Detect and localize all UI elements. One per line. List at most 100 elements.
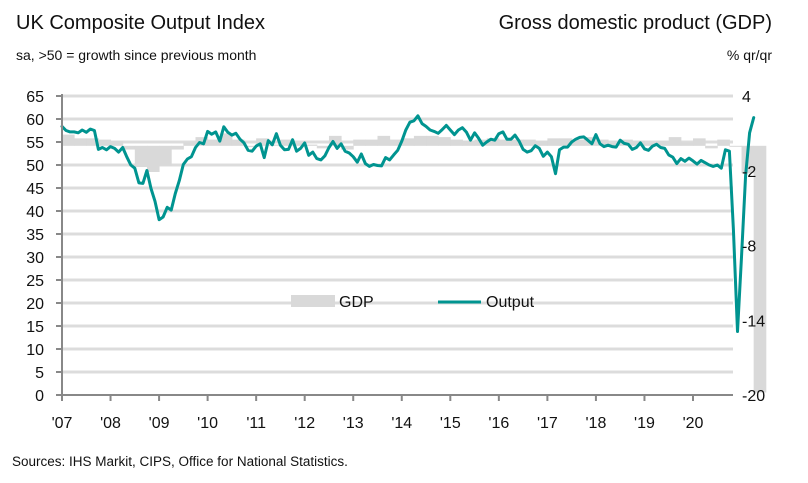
gdp-bar xyxy=(341,145,354,150)
left-tick-label: 15 xyxy=(26,319,44,336)
left-tick-label: 60 xyxy=(26,112,44,129)
gdp-bar xyxy=(365,139,378,146)
gdp-bar xyxy=(98,139,112,146)
x-tick-label: '11 xyxy=(246,415,266,432)
right-axis-title: Gross domestic product (GDP) xyxy=(498,12,772,34)
gdp-bar xyxy=(231,139,245,146)
right-tick-label: 4 xyxy=(742,89,751,106)
x-tick-label: '09 xyxy=(149,415,170,432)
right-tick-label: -8 xyxy=(742,239,756,256)
gdp-bar xyxy=(717,139,730,146)
gdp-bar xyxy=(377,135,391,146)
gdp-bar xyxy=(438,137,451,146)
gdp-bar xyxy=(146,145,160,172)
right-axis-subtitle: % qr/qr xyxy=(726,47,772,63)
left-tick-label: 45 xyxy=(26,181,44,198)
x-tick-label: '15 xyxy=(440,415,461,432)
gdp-bar xyxy=(668,137,682,146)
legend: GDP Output xyxy=(291,294,535,311)
chart-subtitle: sa, >50 = growth since previous month xyxy=(16,47,257,63)
left-tick-label: 65 xyxy=(26,89,44,106)
right-tick-label: -20 xyxy=(742,388,765,405)
gdp-bar xyxy=(510,139,524,146)
gdp-bar xyxy=(110,140,124,146)
gdp-bar xyxy=(571,139,585,146)
gdp-bar xyxy=(280,139,294,146)
gdp-bar xyxy=(389,139,403,146)
gdp-bar xyxy=(656,140,670,146)
gdp-bar xyxy=(486,138,500,146)
output-line-group xyxy=(60,114,756,333)
x-tick-label: '19 xyxy=(634,415,655,432)
gdp-bar xyxy=(559,138,573,146)
gdp-bar xyxy=(705,145,718,149)
gdp-bar xyxy=(729,145,743,147)
gdp-bar xyxy=(304,144,318,146)
gdp-bar xyxy=(122,145,136,150)
gdp-bar xyxy=(595,139,609,146)
left-tick-label: 30 xyxy=(26,250,44,267)
left-tick-label: 50 xyxy=(26,158,44,175)
gdp-bar xyxy=(244,145,257,148)
gdp-bar xyxy=(753,145,767,393)
left-tick-label: 10 xyxy=(26,342,44,359)
gdp-bar xyxy=(693,138,706,146)
x-tick-label: '13 xyxy=(343,415,364,432)
gridlines xyxy=(62,94,733,374)
x-tick-label: '07 xyxy=(52,415,73,432)
gdp-bar xyxy=(644,143,658,146)
gdp-bar xyxy=(608,143,621,146)
left-tick-label: 35 xyxy=(26,227,44,244)
gdp-bar xyxy=(171,145,184,150)
right-tick-label: -2 xyxy=(742,164,756,181)
gdp-bar xyxy=(328,135,342,146)
source-note: Sources: IHS Markit, CIPS, Office for Na… xyxy=(12,454,348,469)
axes: 0 5 10 15 20 25 30 35 40 45 50 55 60 65 -20 -14 -8 -2 4 '07… xyxy=(26,89,765,432)
gdp-bar xyxy=(413,135,427,146)
x-tick-label: '12 xyxy=(294,415,315,432)
left-tick-label: 20 xyxy=(26,296,44,313)
gdp-bar xyxy=(207,139,221,146)
x-tick-label: '18 xyxy=(585,415,606,432)
gdp-bar xyxy=(450,139,463,146)
gdp-bar xyxy=(680,142,694,146)
gdp-bar xyxy=(219,133,233,146)
gdp-bar xyxy=(256,138,269,146)
gdp-bar xyxy=(74,138,87,146)
x-tick-label: '08 xyxy=(100,415,121,432)
gdp-bar xyxy=(134,145,148,168)
gdp-bars xyxy=(62,133,767,393)
x-tick-label: '16 xyxy=(488,415,509,432)
gdp-bar xyxy=(535,140,548,146)
x-tick-label: '14 xyxy=(391,415,412,432)
gdp-bar xyxy=(426,135,439,146)
left-tick-label: 55 xyxy=(26,135,44,152)
gdp-bar xyxy=(183,142,196,146)
gdp-bar xyxy=(86,138,99,146)
x-tick-label: '17 xyxy=(537,415,558,432)
gdp-bar xyxy=(292,143,306,146)
left-tick-label: 5 xyxy=(35,365,44,382)
gdp-bar xyxy=(62,134,75,146)
gdp-bar xyxy=(401,138,415,146)
gdp-bar xyxy=(159,145,172,166)
gdp-bar xyxy=(195,137,209,146)
x-tick-label: '20 xyxy=(683,415,704,432)
legend-gdp-swatch xyxy=(291,295,335,307)
gdp-bar xyxy=(316,145,330,149)
left-tick-label: 40 xyxy=(26,204,44,221)
gdp-bar xyxy=(268,144,281,146)
chart-title: UK Composite Output Index xyxy=(16,12,266,34)
right-tick-label: -14 xyxy=(742,313,765,330)
gdp-bar xyxy=(353,139,366,146)
left-tick-label: 25 xyxy=(26,273,44,290)
x-tick-label: '10 xyxy=(197,415,218,432)
gdp-bar xyxy=(547,138,561,146)
gdp-bar xyxy=(462,140,476,146)
gdp-bar xyxy=(498,139,512,146)
legend-gdp-label: GDP xyxy=(339,294,374,311)
output-line xyxy=(60,114,756,333)
left-tick-label: 0 xyxy=(35,388,44,405)
gdp-bar xyxy=(523,139,536,146)
